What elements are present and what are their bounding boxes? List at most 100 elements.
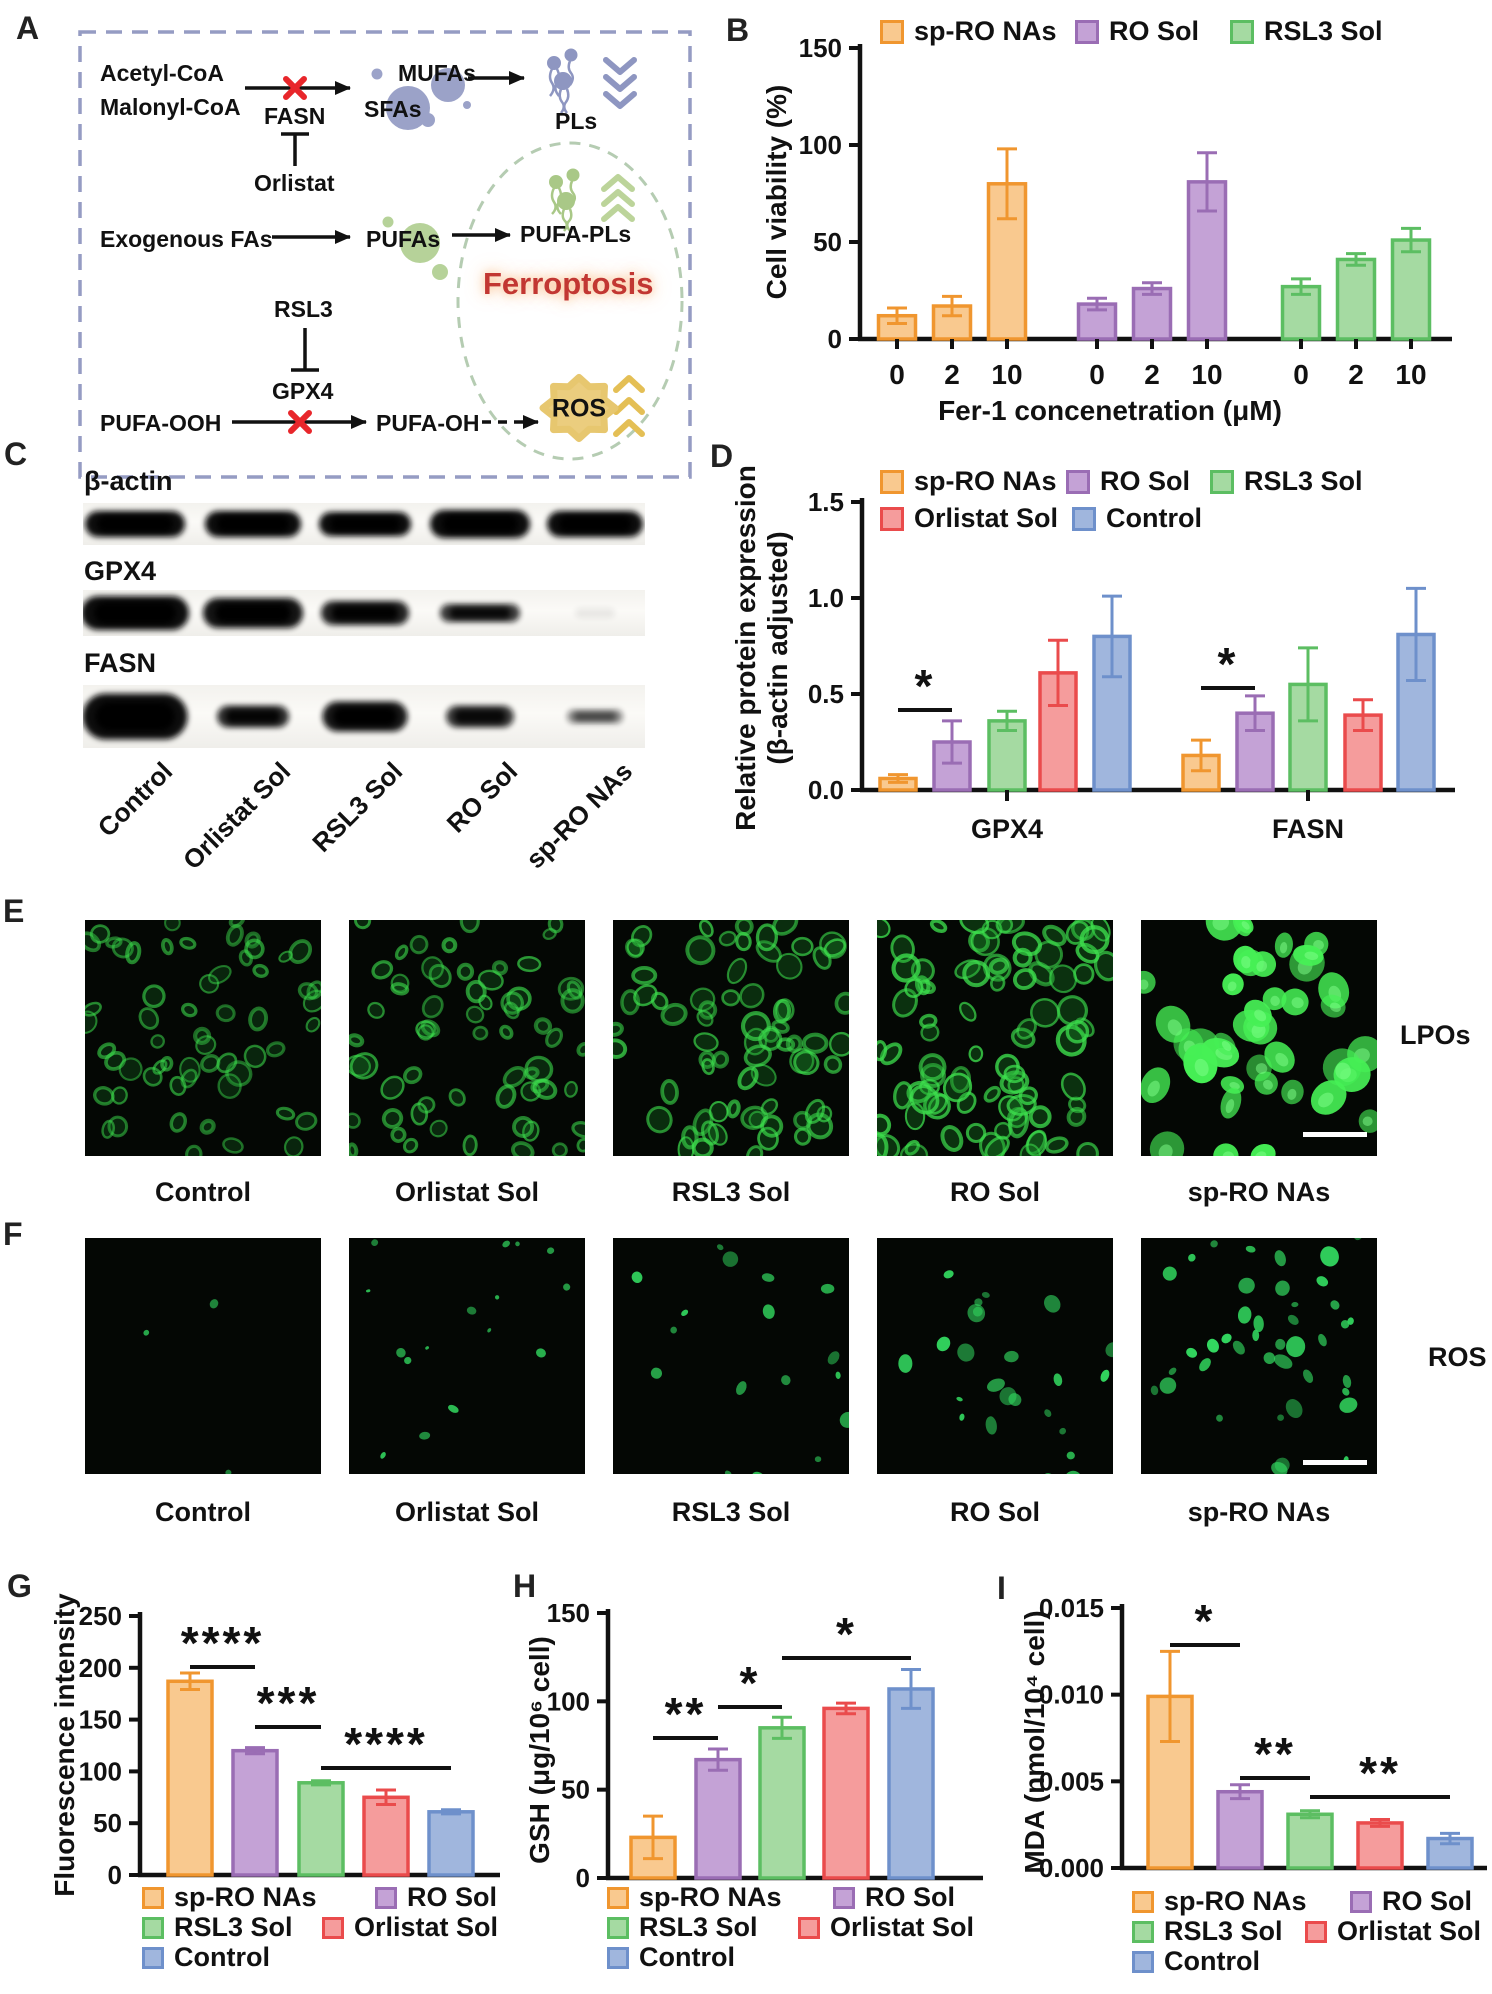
legend-label: Control <box>1106 503 1202 534</box>
svg-text:200: 200 <box>79 1653 122 1683</box>
svg-text:1.0: 1.0 <box>808 583 844 613</box>
blot-bands-svg <box>83 685 645 748</box>
svg-text:*: * <box>1195 1595 1216 1647</box>
legend-label: Orlistat Sol <box>830 1912 974 1943</box>
svg-text:0: 0 <box>889 359 905 390</box>
label-rsl3: RSL3 <box>274 296 333 323</box>
blot-target-gpx4: GPX4 <box>84 556 156 587</box>
micrograph-row-E-2 <box>613 920 849 1156</box>
panel-f-letter: F <box>3 1216 23 1253</box>
lpos-side-label: LPOs <box>1400 1020 1471 1051</box>
legend-item-sp-ro-nas: sp-RO NAs <box>880 466 1057 497</box>
svg-text:2: 2 <box>944 359 960 390</box>
micrograph-row-E-1 <box>349 920 585 1156</box>
svg-text:0.0: 0.0 <box>808 775 844 805</box>
legend-swatch-blue <box>142 1947 164 1969</box>
svg-text:2: 2 <box>1348 359 1364 390</box>
legend-label: Control <box>1164 1946 1260 1977</box>
blot-strip-fasn <box>83 685 645 748</box>
legend-item-rsl3-sol: RSL3 Sol <box>1210 466 1363 497</box>
legend-item-orlistat-sol: Orlistat Sol <box>880 503 1058 534</box>
legend-item-rsl3-sol: RSL3 Sol <box>607 1912 758 1943</box>
legend-swatch-green <box>1230 20 1254 44</box>
svg-text:**: ** <box>1359 1747 1401 1799</box>
legend-swatch-red <box>880 507 904 531</box>
micrograph-label-control: Control <box>85 1177 321 1208</box>
blot-bands-svg <box>83 503 645 545</box>
legend-item-orlistat-sol: Orlistat Sol <box>322 1912 498 1943</box>
legend-swatch-purple <box>1075 20 1099 44</box>
legend-item-sp-ro-nas: sp-RO NAs <box>142 1882 317 1913</box>
legend-item-sp-ro-nas: sp-RO NAs <box>607 1882 782 1913</box>
label-pls: PLs <box>555 108 597 135</box>
legend-label: RO Sol <box>1100 466 1190 497</box>
legend-swatch-orange <box>1132 1891 1154 1913</box>
micrograph-label-ro-sol: RO Sol <box>877 1497 1113 1528</box>
chart-b-ylabel: Cell viability (%) <box>761 85 793 300</box>
orlistat-inhibits-fasn-tbar <box>281 134 309 166</box>
micrograph-row-E-0 <box>85 920 321 1156</box>
label-acetyl-coa: Acetyl-CoA <box>100 60 224 87</box>
legend-label: RO Sol <box>865 1882 955 1913</box>
chevrons-up-green-icon <box>604 177 632 219</box>
svg-text:0: 0 <box>1089 359 1105 390</box>
blot-target-fasn: FASN <box>84 648 156 679</box>
legend-item-control: Control <box>1132 1946 1260 1977</box>
svg-text:*: * <box>740 1657 761 1709</box>
scale-bar <box>1303 1460 1367 1465</box>
svg-text:2: 2 <box>1144 359 1160 390</box>
label-pufa-ooh: PUFA-OOH <box>100 410 221 437</box>
legend-item-rsl3-sol: RSL3 Sol <box>1230 16 1383 47</box>
micrograph-label-orlistat-sol: Orlistat Sol <box>349 1177 585 1208</box>
svg-text:100: 100 <box>799 130 842 160</box>
legend-item-control: Control <box>607 1942 735 1973</box>
micrograph-label-control: Control <box>85 1497 321 1528</box>
chart-d-ylabel-line1: Relative protein expression <box>730 465 761 831</box>
blot-strip-beta-actin <box>83 503 645 545</box>
phospholipid-icon <box>548 49 578 113</box>
svg-text:100: 100 <box>79 1756 122 1786</box>
legend-swatch-green <box>142 1917 164 1939</box>
micrograph-row-F-2 <box>613 1238 849 1474</box>
legend-label: Orlistat Sol <box>914 503 1058 534</box>
label-exogenous-fas: Exogenous FAs <box>100 226 273 253</box>
legend-item-control: Control <box>142 1942 270 1973</box>
svg-text:****: **** <box>344 1718 428 1770</box>
label-malonyl-coa: Malonyl-CoA <box>100 94 241 121</box>
micrograph-label-ro-sol: RO Sol <box>877 1177 1113 1208</box>
micrograph-row-F-3 <box>877 1238 1113 1474</box>
label-pufa-oh: PUFA-OH <box>376 410 480 437</box>
micrograph-row-F-1 <box>349 1238 585 1474</box>
blot-target-beta-actin: β-actin <box>84 466 173 497</box>
svg-text:**: ** <box>665 1688 707 1740</box>
legend-swatch-green <box>1210 470 1234 494</box>
label-sfas: SFAs <box>364 96 422 123</box>
legend-item-sp-ro-nas: sp-RO NAs <box>1132 1886 1307 1917</box>
legend-swatch-purple <box>1350 1891 1372 1913</box>
legend-label: RSL3 Sol <box>174 1912 293 1943</box>
legend-label: RSL3 Sol <box>639 1912 758 1943</box>
ros-side-label: ROS <box>1428 1342 1487 1373</box>
legend-label: sp-RO NAs <box>1164 1886 1307 1917</box>
legend-item-sp-ro-nas: sp-RO NAs <box>880 16 1057 47</box>
legend-swatch-red <box>798 1917 820 1939</box>
legend-label: RO Sol <box>1109 16 1199 47</box>
legend-item-ro-sol: RO Sol <box>833 1882 955 1913</box>
legend-swatch-red <box>322 1917 344 1939</box>
legend-swatch-orange <box>880 20 904 44</box>
chart-i-ylabel: MDA (nmol/10⁴ cell) <box>1019 1610 1051 1873</box>
legend-item-orlistat-sol: Orlistat Sol <box>798 1912 974 1943</box>
svg-text:**: ** <box>1254 1728 1296 1780</box>
legend-label: Control <box>174 1942 270 1973</box>
legend-label: Orlistat Sol <box>1337 1916 1481 1947</box>
label-gpx4: GPX4 <box>272 378 333 405</box>
micrograph-label-rsl3-sol: RSL3 Sol <box>613 1497 849 1528</box>
label-ros: ROS <box>552 395 606 424</box>
label-mufas: MUFAs <box>398 60 476 87</box>
legend-label: sp-RO NAs <box>914 466 1057 497</box>
svg-text:250: 250 <box>79 1601 122 1631</box>
svg-text:*: * <box>1218 638 1239 690</box>
